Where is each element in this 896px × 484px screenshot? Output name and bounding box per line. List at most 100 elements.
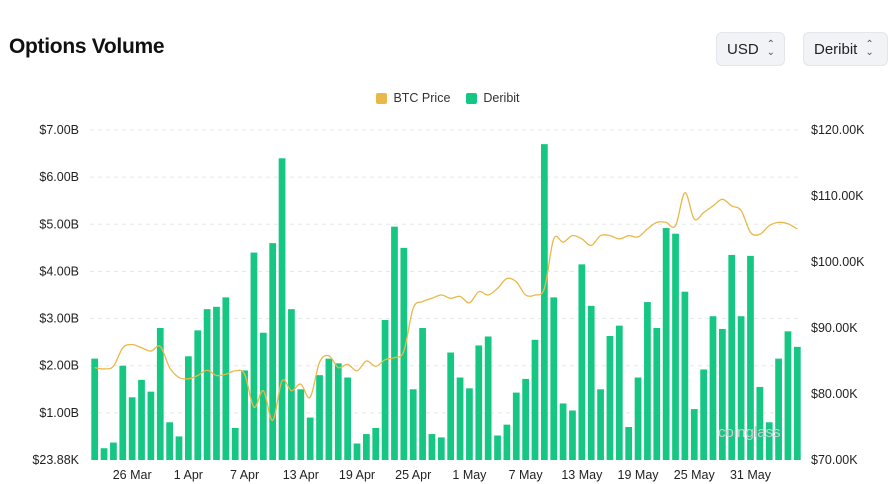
bar-deribit — [269, 243, 277, 460]
x-tick-label: 19 May — [618, 468, 660, 482]
exchange-select[interactable]: Deribit ⌃ ⌄ — [803, 32, 888, 66]
bar-deribit — [606, 336, 614, 460]
legend-swatch-btc — [376, 92, 388, 104]
page-title: Options Volume — [9, 35, 165, 58]
y-right-tick-label: $120.00K — [811, 123, 865, 137]
x-tick-label: 1 Apr — [174, 468, 203, 482]
y-left-tick-label: $7.00B — [39, 123, 79, 137]
bar-deribit — [259, 332, 267, 460]
currency-value: USD — [727, 40, 759, 58]
currency-select[interactable]: USD ⌃ ⌄ — [716, 32, 785, 66]
bar-deribit — [325, 358, 333, 460]
chevron-up-down-icon: ⌃ ⌄ — [865, 39, 874, 58]
bar-deribit — [775, 358, 782, 460]
bar-deribit — [578, 264, 586, 460]
bar-deribit — [353, 443, 361, 460]
x-tick-label: 13 May — [561, 468, 603, 482]
x-tick-label: 25 May — [674, 468, 716, 482]
bar-deribit — [540, 144, 548, 460]
bar-deribit — [793, 346, 801, 460]
legend-label-btc: BTC Price — [393, 91, 451, 105]
bar-deribit — [110, 442, 117, 460]
x-tick-label: 25 Apr — [395, 468, 431, 482]
bar-deribit — [447, 352, 455, 460]
bar-deribit — [690, 409, 698, 460]
bar-deribit — [278, 158, 286, 461]
bar-deribit — [531, 339, 539, 460]
chevron-up-down-icon: ⌃ ⌄ — [766, 39, 776, 58]
watermark: coinglass — [718, 424, 781, 441]
y-right-tick-label: $90.00K — [811, 321, 858, 335]
bar-deribit — [494, 435, 501, 460]
bar-deribit — [456, 377, 464, 460]
right-axis-ticks: $70.00K $80.00K $90.00K $100.00K $110.00K $12… — [811, 123, 865, 467]
bar-deribit — [91, 358, 99, 460]
bar-deribit — [391, 226, 398, 460]
left-axis-ticks: $23.88K $1.00B $2.00B $3.00B $4.00B $5.00B $6.… — [32, 123, 79, 467]
bar-deribit — [316, 375, 323, 460]
y-left-tick-label: $5.00B — [39, 217, 79, 231]
y-left-tick-label: $4.00B — [39, 264, 79, 278]
bar-deribit — [653, 328, 661, 460]
bar-deribit — [466, 388, 473, 460]
bar-deribit — [437, 437, 445, 460]
legend-label-deribit: Deribit — [483, 91, 520, 105]
bar-deribit — [306, 417, 314, 460]
bar-deribit — [250, 252, 258, 460]
bar-deribit — [419, 328, 426, 460]
bar-deribit — [175, 436, 183, 460]
bar-deribit — [222, 297, 230, 460]
exchange-value: Deribit — [814, 40, 858, 58]
bar-deribit — [147, 391, 155, 460]
bar-deribit — [569, 410, 576, 460]
y-left-tick-label: $6.00B — [39, 170, 79, 184]
line-btc-price — [94, 192, 798, 422]
bar-deribit — [372, 427, 380, 460]
bar-deribit — [288, 309, 295, 460]
bar-deribit — [662, 228, 670, 460]
bar-deribit — [765, 422, 773, 460]
bar-deribit — [400, 247, 408, 460]
bar-deribit — [718, 328, 726, 460]
y-left-tick-label: $2.00B — [39, 359, 79, 373]
bar-deribit — [550, 297, 558, 460]
bar-deribit — [128, 397, 136, 460]
bar-deribit — [681, 291, 689, 460]
bar-deribit — [700, 369, 708, 460]
bar-deribit — [503, 424, 511, 460]
x-tick-label: 19 Apr — [339, 468, 375, 482]
x-tick-label: 7 May — [509, 468, 544, 482]
y-right-tick-label: $110.00K — [811, 189, 864, 203]
legend-item-deribit[interactable]: Deribit — [466, 91, 520, 105]
x-tick-label: 13 Apr — [283, 468, 319, 482]
bar-deribit — [522, 378, 530, 460]
y-left-tick-label: $23.88K — [32, 453, 79, 467]
bar-deribit — [784, 331, 792, 460]
bar-deribit — [737, 316, 745, 460]
bar-deribit — [475, 345, 483, 460]
bar-deribit — [194, 330, 202, 460]
btc-price-line — [94, 192, 798, 422]
x-axis-ticks: 26 Mar 1 Apr 7 Apr 13 Apr 19 Apr 25 Apr 1 May 7… — [113, 468, 772, 482]
x-tick-label: 7 Apr — [230, 468, 259, 482]
legend-swatch-deribit — [466, 92, 478, 104]
bar-deribit — [428, 434, 436, 460]
y-left-tick-label: $1.00B — [39, 406, 79, 420]
legend-item-btc-price[interactable]: BTC Price — [376, 91, 450, 105]
bar-deribit — [231, 427, 239, 460]
bar-deribit — [644, 302, 651, 460]
bar-deribit — [484, 336, 492, 460]
bar-deribit — [119, 365, 127, 460]
chart-legend: BTC Price Deribit — [0, 91, 896, 105]
bar-deribit — [184, 356, 192, 460]
bar-deribit — [362, 434, 370, 460]
bar-deribit — [747, 255, 754, 460]
x-tick-label: 1 May — [452, 468, 487, 482]
bar-deribit — [100, 448, 108, 460]
bar-deribit — [672, 233, 679, 460]
bar-deribit — [241, 370, 248, 460]
bar-deribit — [615, 325, 623, 460]
y-right-tick-label: $80.00K — [811, 387, 858, 401]
bar-deribit — [344, 377, 352, 460]
